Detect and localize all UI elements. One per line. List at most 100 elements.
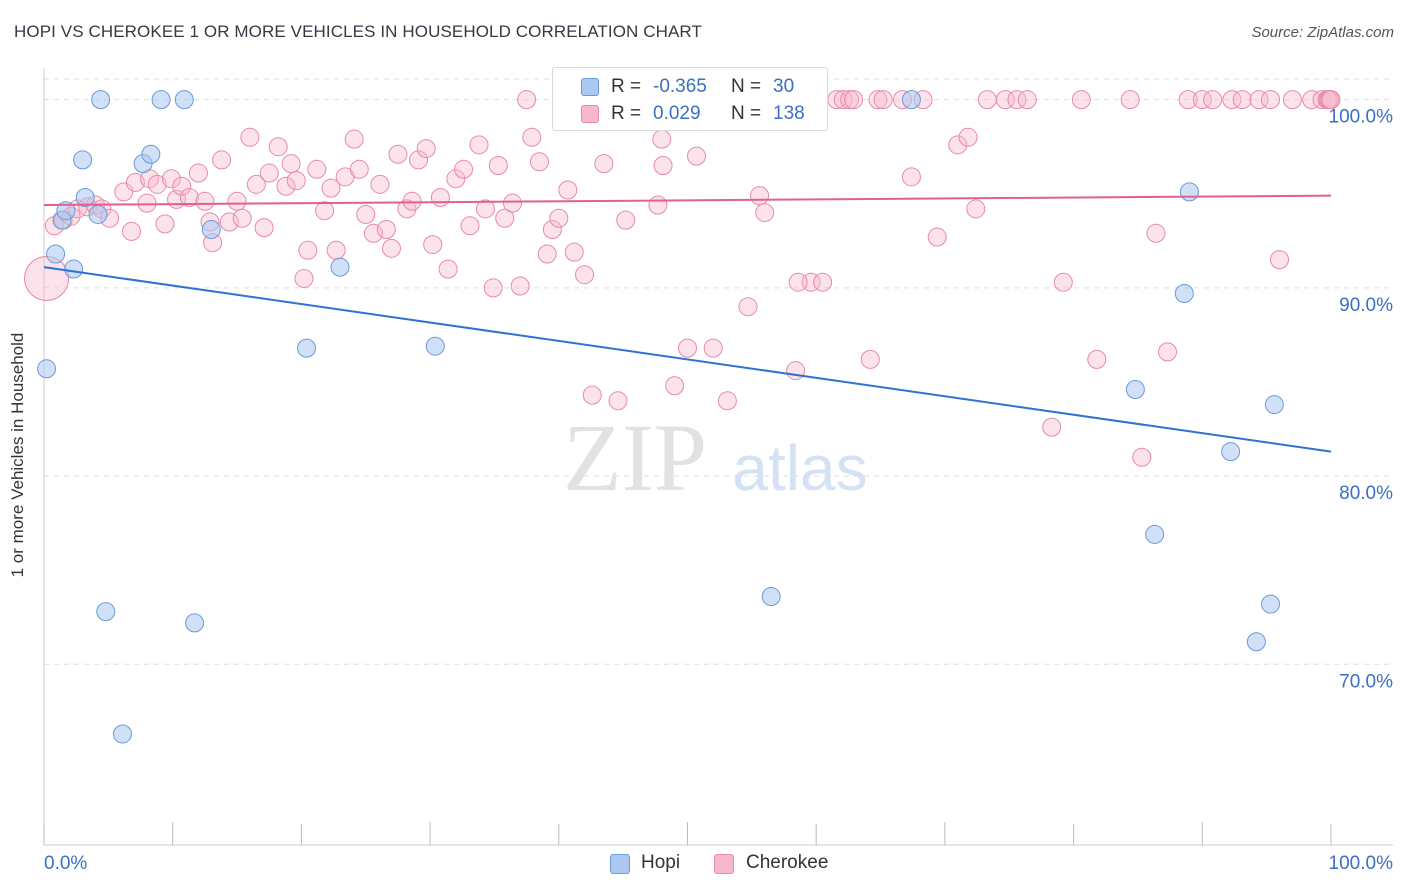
cherokee-point — [665, 376, 685, 396]
cherokee-point — [147, 174, 167, 194]
cherokee-point — [582, 385, 602, 405]
cherokee-point — [326, 240, 346, 260]
hopi-point — [174, 90, 194, 110]
cherokee-point — [416, 139, 436, 159]
cherokee-point — [575, 265, 595, 285]
hopi-point — [330, 257, 350, 277]
cherokee-point — [833, 90, 853, 110]
cherokee-point — [844, 90, 864, 110]
cherokee-point — [652, 129, 672, 149]
r-label: R = — [611, 76, 642, 97]
cherokee-point — [438, 259, 458, 279]
hopi-point — [1145, 524, 1165, 544]
cherokee-point — [370, 174, 390, 194]
cherokee-point — [801, 272, 821, 292]
cherokee-point — [542, 220, 562, 240]
cherokee-point — [155, 214, 175, 234]
cherokee-point — [161, 169, 181, 189]
cherokee-point — [966, 199, 986, 219]
hopi-point — [1179, 182, 1199, 202]
hopi-n-value: 30 — [773, 76, 795, 97]
cherokee-point — [1249, 90, 1269, 110]
hopi-point — [1174, 284, 1194, 304]
hopi-point — [1261, 594, 1281, 614]
cherokee-point — [1321, 90, 1341, 110]
correlation-legend: R = -0.365 N = 30 R = 0.029 N = 138 — [552, 67, 828, 131]
cherokee-point — [594, 154, 614, 174]
hopi-point — [1125, 380, 1145, 400]
cherokee-point — [137, 193, 157, 213]
hopi-point — [91, 90, 111, 110]
cherokee-point — [212, 150, 232, 170]
legend-row-hopi: R = -0.365 N = 30 — [553, 74, 827, 100]
cherokee-point — [1017, 90, 1037, 110]
cherokee-point — [276, 176, 296, 196]
hopi-point — [297, 338, 317, 358]
cherokee-point — [1282, 90, 1302, 110]
y-axis-label: 1 or more Vehicles in Household — [8, 332, 27, 578]
hopi-point — [185, 613, 205, 633]
hopi-point — [96, 602, 116, 622]
hopi-point — [75, 188, 95, 208]
cherokee-point — [786, 361, 806, 381]
cherokee-point — [1158, 342, 1178, 362]
hopi-point — [64, 259, 84, 279]
cherokee-point — [522, 127, 542, 147]
cherokee-point — [483, 278, 503, 298]
cherokee-point — [188, 163, 208, 183]
y-tick-label: 80.0% — [1339, 483, 1393, 504]
cherokee-point — [475, 199, 495, 219]
hopi-point — [901, 90, 921, 110]
hopi-point — [37, 359, 57, 379]
cherokee-point — [1232, 90, 1252, 110]
cherokee-point — [254, 218, 274, 238]
cherokee-point — [738, 297, 758, 317]
cherokee-point — [315, 201, 335, 221]
cherokee-point — [227, 191, 247, 211]
hopi-point — [56, 201, 76, 221]
cherokee-point — [363, 223, 383, 243]
cherokee-point — [376, 220, 396, 240]
hopi-point — [88, 204, 108, 224]
hopi-point — [113, 724, 133, 744]
cherokee-point — [995, 90, 1015, 110]
cherokee-points — [24, 90, 1341, 467]
cherokee-point — [788, 272, 808, 292]
hopi-point — [73, 150, 93, 170]
cherokee-point — [616, 210, 636, 230]
cherokee-point — [240, 127, 260, 147]
cherokee-point — [381, 238, 401, 258]
hopi-point — [1246, 632, 1266, 652]
cherokee-point — [750, 186, 770, 206]
n-label: N = — [731, 76, 762, 97]
cherokee-point — [873, 90, 893, 110]
hopi-point — [141, 144, 161, 164]
r-label: R = — [611, 103, 642, 124]
hopi-point — [201, 220, 221, 240]
cherokee-point — [1071, 90, 1091, 110]
y-tick-label: 70.0% — [1339, 671, 1393, 692]
hopi-points — [37, 90, 1284, 744]
chart-title: HOPI VS CHEROKEE 1 OR MORE VEHICLES IN H… — [14, 22, 702, 41]
cherokee-point — [813, 272, 833, 292]
hopi-r-value: -0.365 — [653, 76, 707, 97]
cherokee-point — [1120, 90, 1140, 110]
y-tick-label: 90.0% — [1339, 295, 1393, 316]
hopi-point — [761, 587, 781, 607]
cherokee-point — [703, 338, 723, 358]
y-tick-label: 100.0% — [1329, 107, 1394, 128]
grid-lines — [44, 78, 1393, 665]
cherokee-point — [460, 216, 480, 236]
cherokee-point — [423, 235, 443, 255]
cherokee-point — [344, 129, 364, 149]
cherokee-n-value: 138 — [773, 103, 805, 124]
cherokee-point — [349, 159, 369, 179]
cherokee-r-value: 0.029 — [653, 103, 701, 124]
cherokee-point — [281, 154, 301, 174]
hopi-legend-label: Hopi — [641, 852, 681, 873]
cherokee-point — [1042, 417, 1062, 437]
hopi-swatch — [581, 78, 599, 96]
x-tick-label: 0.0% — [44, 853, 87, 874]
cherokee-point — [409, 150, 429, 170]
